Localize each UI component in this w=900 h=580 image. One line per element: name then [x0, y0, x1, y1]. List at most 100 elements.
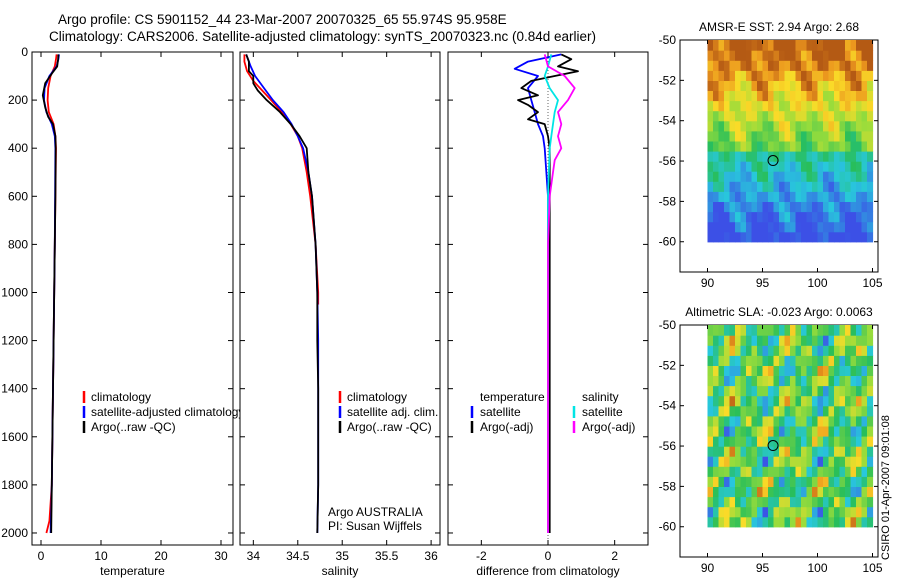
heatmap-cell [784, 345, 791, 356]
heatmap-cell [707, 405, 714, 417]
heatmap-cell [762, 325, 769, 336]
heatmap-cell [779, 466, 786, 477]
heatmap-cell [773, 50, 780, 61]
heatmap-cell [735, 425, 742, 437]
heatmap-cell [845, 365, 852, 376]
heatmap-cell [790, 130, 797, 142]
heatmap-cell [834, 201, 841, 213]
heatmap-cell [823, 50, 830, 61]
heatmap-cell [713, 100, 720, 112]
heatmap-cell [823, 385, 830, 397]
heatmap-cell [779, 456, 786, 467]
heatmap-cell [861, 325, 868, 336]
heatmap-cell [823, 415, 830, 427]
heatmap-cell [746, 171, 753, 182]
heatmap-cell [817, 191, 824, 202]
heatmap-cell [801, 345, 808, 356]
heatmap-cell [724, 140, 731, 152]
heatmap-cell [779, 425, 786, 437]
heatmap-cell [768, 335, 775, 346]
heatmap-cell [729, 466, 736, 477]
heatmap-cell [724, 151, 731, 162]
heatmap-cell [768, 425, 775, 437]
heatmap-cell [817, 345, 824, 356]
heatmap-cell [768, 201, 775, 213]
heatmap-cell [773, 476, 780, 487]
heatmap-cell [845, 120, 852, 132]
heatmap-cell [779, 50, 786, 61]
heatmap-cell [867, 50, 874, 61]
heatmap-cell [751, 221, 758, 233]
heatmap-cell [740, 355, 747, 366]
heatmap-cell [834, 436, 841, 447]
heatmap-cell [795, 345, 802, 356]
heatmap-cell [850, 130, 857, 142]
heatmap-cell [757, 140, 764, 152]
heatmap-cell [779, 161, 786, 172]
heatmap-cell [735, 476, 742, 487]
heatmap-cell [850, 100, 857, 112]
heatmap-cell [790, 80, 797, 91]
heatmap-cell [740, 415, 747, 427]
heatmap-cell [823, 405, 830, 417]
heatmap-cell [823, 375, 830, 387]
heatmap-cell [856, 385, 863, 397]
heatmap-cell [839, 425, 846, 437]
heatmap-cell [746, 446, 753, 457]
heatmap-cell [713, 425, 720, 437]
heatmap-cell [795, 325, 802, 336]
heatmap-cell [823, 201, 830, 213]
heatmap-cell [751, 355, 758, 366]
heatmap-cell [861, 90, 868, 102]
heatmap-cell [762, 496, 769, 508]
heatmap-cell [834, 70, 841, 81]
heatmap-cell [834, 50, 841, 61]
x-tick-label: 90 [701, 561, 715, 575]
heatmap-cell [867, 161, 874, 172]
heatmap-cell [812, 335, 819, 346]
heatmap-cell [713, 80, 720, 91]
heatmap-cell [768, 466, 775, 477]
heatmap-cell [812, 405, 819, 417]
heatmap-cell [817, 130, 824, 142]
heatmap-cell [823, 181, 830, 192]
heatmap-cell [812, 355, 819, 366]
heatmap-cell [746, 211, 753, 223]
heatmap-cell [801, 516, 808, 528]
heatmap-cell [839, 211, 846, 223]
heatmap-cell [867, 405, 874, 417]
heatmap-cell [707, 375, 714, 387]
heatmap-cell [795, 151, 802, 162]
heatmap-cell [828, 191, 835, 202]
heatmap-cell [828, 506, 835, 518]
heatmap-cell [779, 496, 786, 508]
heatmap-cell [856, 120, 863, 132]
heatmap-cell [718, 211, 725, 223]
heatmap-cell [801, 80, 808, 91]
heatmap-cell [773, 130, 780, 142]
heatmap-cell [839, 365, 846, 376]
heatmap-cell [757, 151, 764, 162]
heatmap-cell [839, 436, 846, 447]
heatmap-cell [806, 436, 813, 447]
heatmap-cell [757, 476, 764, 487]
heatmap-cell [779, 80, 786, 91]
heatmap-cell [806, 231, 813, 243]
heatmap-cell [713, 496, 720, 508]
heatmap-cell [834, 161, 841, 172]
heatmap-cell [713, 50, 720, 61]
heatmap-cell [773, 456, 780, 467]
heatmap-cell [718, 496, 725, 508]
heatmap-cell [850, 506, 857, 518]
heatmap-cell [828, 70, 835, 81]
heatmap-cell [850, 436, 857, 447]
y-tick-label: 0 [21, 45, 28, 59]
legend-entry: climatology [347, 390, 407, 404]
x-tick-label: 35.5 [375, 549, 399, 563]
heatmap-cell [834, 120, 841, 132]
heatmap-cell [768, 375, 775, 387]
y-tick-label: 1200 [1, 334, 28, 348]
heatmap-cell [718, 231, 725, 243]
heatmap-cell [795, 231, 802, 243]
difference-xlabel: difference from climatology [476, 564, 619, 578]
